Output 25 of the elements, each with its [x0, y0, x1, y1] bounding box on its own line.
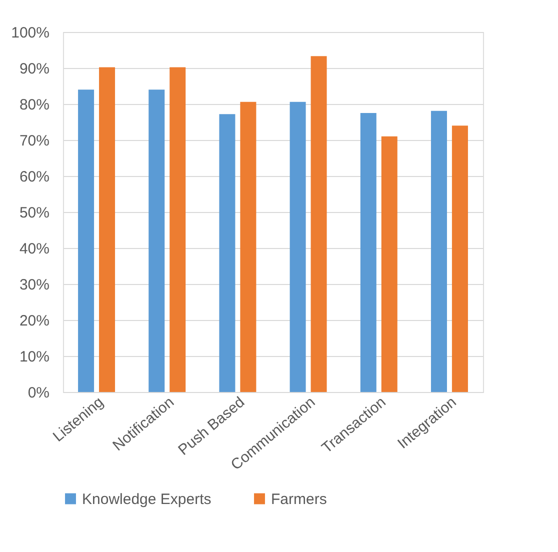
- bar: [99, 67, 116, 392]
- y-tick-label: 10%: [19, 348, 50, 366]
- bar: [310, 56, 327, 392]
- y-tick-label: 0%: [28, 384, 50, 402]
- bar: [381, 136, 398, 392]
- legend-label: Knowledge Experts: [82, 490, 212, 508]
- bar: [452, 126, 468, 392]
- y-tick-label: 20%: [19, 312, 50, 330]
- y-tick-label: 70%: [19, 132, 50, 150]
- y-tick-label: 80%: [19, 96, 50, 114]
- bar: [360, 113, 376, 392]
- bar: [240, 102, 256, 392]
- y-tick-label: 60%: [19, 168, 50, 186]
- bar: [78, 90, 94, 392]
- y-tick-label: 40%: [19, 240, 50, 258]
- y-tick-label: 30%: [19, 276, 50, 294]
- bar: [430, 110, 447, 392]
- y-tick-label: 90%: [19, 60, 50, 78]
- y-tick-label: 50%: [19, 204, 50, 222]
- bar: [219, 114, 236, 392]
- bar: [170, 67, 186, 392]
- y-tick-label: 100%: [11, 24, 50, 42]
- bar: [290, 102, 306, 392]
- legend-label: Farmers: [271, 490, 327, 508]
- bar: [148, 90, 165, 392]
